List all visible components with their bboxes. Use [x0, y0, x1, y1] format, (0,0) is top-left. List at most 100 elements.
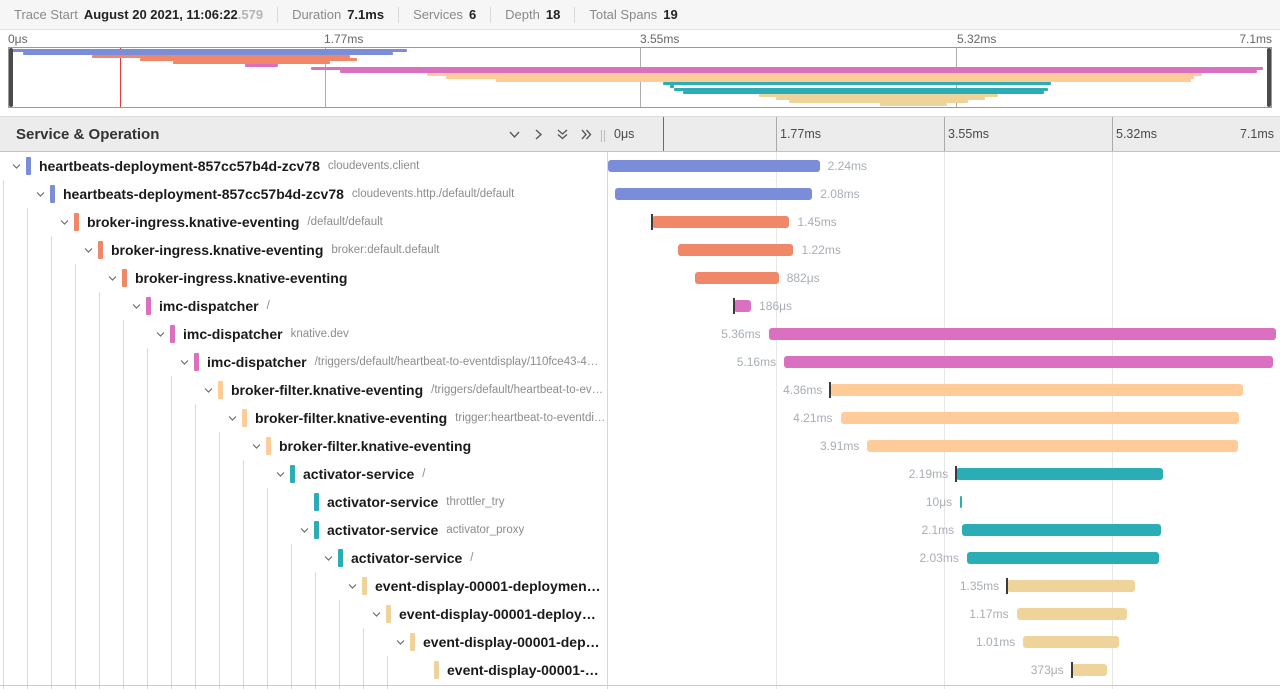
span-timeline-cell[interactable]: 3.91ms: [608, 432, 1280, 460]
span-bar[interactable]: [608, 160, 820, 172]
span-bar[interactable]: [867, 440, 1238, 452]
span-bar[interactable]: [768, 328, 1276, 340]
span-timeline-cell[interactable]: 882μs: [608, 264, 1280, 292]
column-divider[interactable]: [607, 152, 608, 689]
span-name-cell[interactable]: imc-dispatcher /: [0, 292, 607, 320]
span-row[interactable]: activator-service throttler_try 10μs: [0, 488, 1280, 516]
span-name-cell[interactable]: event-display-00001-deploy…: [0, 600, 607, 628]
chevron-down-icon[interactable]: [344, 578, 360, 594]
span-row[interactable]: broker-ingress.knative-eventing/default/…: [0, 208, 1280, 236]
span-name-cell[interactable]: activator-service activator_proxy: [0, 516, 607, 544]
span-bar[interactable]: [966, 552, 1160, 564]
span-row[interactable]: event-display-00001-… 373μs: [0, 656, 1280, 684]
span-bar[interactable]: [652, 216, 790, 228]
span-timeline-cell[interactable]: 1.45ms: [608, 208, 1280, 236]
span-bar[interactable]: [695, 272, 779, 284]
expand-all-button[interactable]: [550, 122, 574, 146]
span-bar[interactable]: [1007, 580, 1135, 592]
span-row[interactable]: heartbeats-deployment-857cc57b4d-zcv78 cl…: [0, 152, 1280, 180]
span-bar[interactable]: [830, 384, 1244, 396]
chevron-down-icon[interactable]: [176, 354, 192, 370]
chevron-down-icon[interactable]: [152, 326, 168, 342]
span-name-cell[interactable]: event-display-00001-deploymen…: [0, 572, 607, 600]
span-name-cell[interactable]: event-display-00001-dep…: [0, 628, 607, 656]
span-timeline-cell[interactable]: 4.36ms: [608, 376, 1280, 404]
span-timeline-cell[interactable]: 1.35ms: [608, 572, 1280, 600]
chevron-down-icon[interactable]: [320, 550, 336, 566]
span-timeline-cell[interactable]: 2.1ms: [608, 516, 1280, 544]
span-row[interactable]: broker-filter.knative-eventing trigger:he…: [0, 404, 1280, 432]
chevron-down-icon[interactable]: [104, 270, 120, 286]
span-timeline-cell[interactable]: 1.01ms: [608, 628, 1280, 656]
span-row[interactable]: activator-service / 2.19ms: [0, 460, 1280, 488]
span-row[interactable]: activator-service / 2.03ms: [0, 544, 1280, 572]
span-name-cell[interactable]: activator-service /: [0, 544, 607, 572]
span-bar[interactable]: [960, 496, 963, 508]
span-name-cell[interactable]: broker-filter.knative-eventing: [0, 432, 607, 460]
span-timeline-cell[interactable]: 2.19ms: [608, 460, 1280, 488]
span-timeline-cell[interactable]: 4.21ms: [608, 404, 1280, 432]
chevron-down-icon[interactable]: [8, 158, 24, 174]
chevron-down-icon[interactable]: [128, 298, 144, 314]
span-bar[interactable]: [733, 300, 752, 312]
span-bar[interactable]: [1016, 608, 1128, 620]
span-name-cell[interactable]: imc-dispatcher knative.dev: [0, 320, 607, 348]
span-bar[interactable]: [615, 188, 813, 200]
collapse-all-button[interactable]: [574, 122, 598, 146]
span-bar[interactable]: [962, 524, 1162, 536]
span-name-cell[interactable]: broker-ingress.knative-eventing broker:de…: [0, 236, 607, 264]
chevron-down-icon[interactable]: [272, 466, 288, 482]
expand-one-level-button[interactable]: [502, 122, 526, 146]
minimap-left-scrubber-handle[interactable]: [9, 48, 13, 107]
collapse-one-level-button[interactable]: [526, 122, 550, 146]
span-bar[interactable]: [840, 412, 1239, 424]
column-resize-grip[interactable]: [601, 130, 605, 142]
span-bar[interactable]: [784, 356, 1273, 368]
chevron-down-icon[interactable]: [368, 606, 384, 622]
chevron-down-icon[interactable]: [32, 186, 48, 202]
span-row[interactable]: imc-dispatcher / 186μs: [0, 292, 1280, 320]
span-row[interactable]: broker-ingress.knative-eventing 882μs: [0, 264, 1280, 292]
span-timeline-cell[interactable]: 1.17ms: [608, 600, 1280, 628]
span-bar[interactable]: [1071, 664, 1108, 676]
span-name-cell[interactable]: imc-dispatcher/triggers/default/heartbea…: [0, 348, 607, 376]
span-row[interactable]: broker-filter.knative-eventing 3.91ms: [0, 432, 1280, 460]
span-name-cell[interactable]: heartbeats-deployment-857cc57b4d-zcv78 cl…: [0, 180, 607, 208]
chevron-down-icon[interactable]: [56, 214, 72, 230]
span-bar[interactable]: [956, 468, 1164, 480]
span-timeline-cell[interactable]: 186μs: [608, 292, 1280, 320]
span-timeline-cell[interactable]: 5.16ms: [608, 348, 1280, 376]
span-row[interactable]: event-display-00001-dep… 1.01ms: [0, 628, 1280, 656]
span-row[interactable]: imc-dispatcher knative.dev 5.36ms: [0, 320, 1280, 348]
span-timeline-cell[interactable]: 10μs: [608, 488, 1280, 516]
span-timeline-cell[interactable]: 373μs: [608, 656, 1280, 684]
chevron-down-icon[interactable]: [248, 438, 264, 454]
span-name-cell[interactable]: broker-ingress.knative-eventing/default/…: [0, 208, 607, 236]
span-timeline-cell[interactable]: 1.22ms: [608, 236, 1280, 264]
span-row[interactable]: event-display-00001-deploy… 1.17ms: [0, 600, 1280, 628]
span-row[interactable]: imc-dispatcher/triggers/default/heartbea…: [0, 348, 1280, 376]
span-name-cell[interactable]: event-display-00001-…: [0, 656, 607, 684]
minimap-canvas[interactable]: [8, 47, 1272, 108]
span-name-cell[interactable]: broker-filter.knative-eventing/triggers/…: [0, 376, 607, 404]
span-name-cell[interactable]: broker-ingress.knative-eventing: [0, 264, 607, 292]
span-name-cell[interactable]: activator-service throttler_try: [0, 488, 607, 516]
span-bar[interactable]: [677, 244, 794, 256]
span-bar[interactable]: [1023, 636, 1119, 648]
chevron-down-icon[interactable]: [200, 382, 216, 398]
chevron-down-icon[interactable]: [224, 410, 240, 426]
span-row[interactable]: broker-ingress.knative-eventing broker:de…: [0, 236, 1280, 264]
span-timeline-cell[interactable]: 2.08ms: [608, 180, 1280, 208]
chevron-down-icon[interactable]: [392, 634, 408, 650]
minimap-right-scrubber-handle[interactable]: [1267, 48, 1271, 107]
chevron-down-icon[interactable]: [80, 242, 96, 258]
span-row[interactable]: heartbeats-deployment-857cc57b4d-zcv78 cl…: [0, 180, 1280, 208]
span-name-cell[interactable]: broker-filter.knative-eventing trigger:he…: [0, 404, 607, 432]
span-row[interactable]: broker-filter.knative-eventing/triggers/…: [0, 376, 1280, 404]
chevron-down-icon[interactable]: [296, 522, 312, 538]
span-timeline-cell[interactable]: 2.03ms: [608, 544, 1280, 572]
span-timeline-cell[interactable]: 2.24ms: [608, 152, 1280, 180]
span-row[interactable]: event-display-00001-deploymen… 1.35ms: [0, 572, 1280, 600]
span-name-cell[interactable]: heartbeats-deployment-857cc57b4d-zcv78 cl…: [0, 152, 607, 180]
span-row[interactable]: activator-service activator_proxy 2.1ms: [0, 516, 1280, 544]
